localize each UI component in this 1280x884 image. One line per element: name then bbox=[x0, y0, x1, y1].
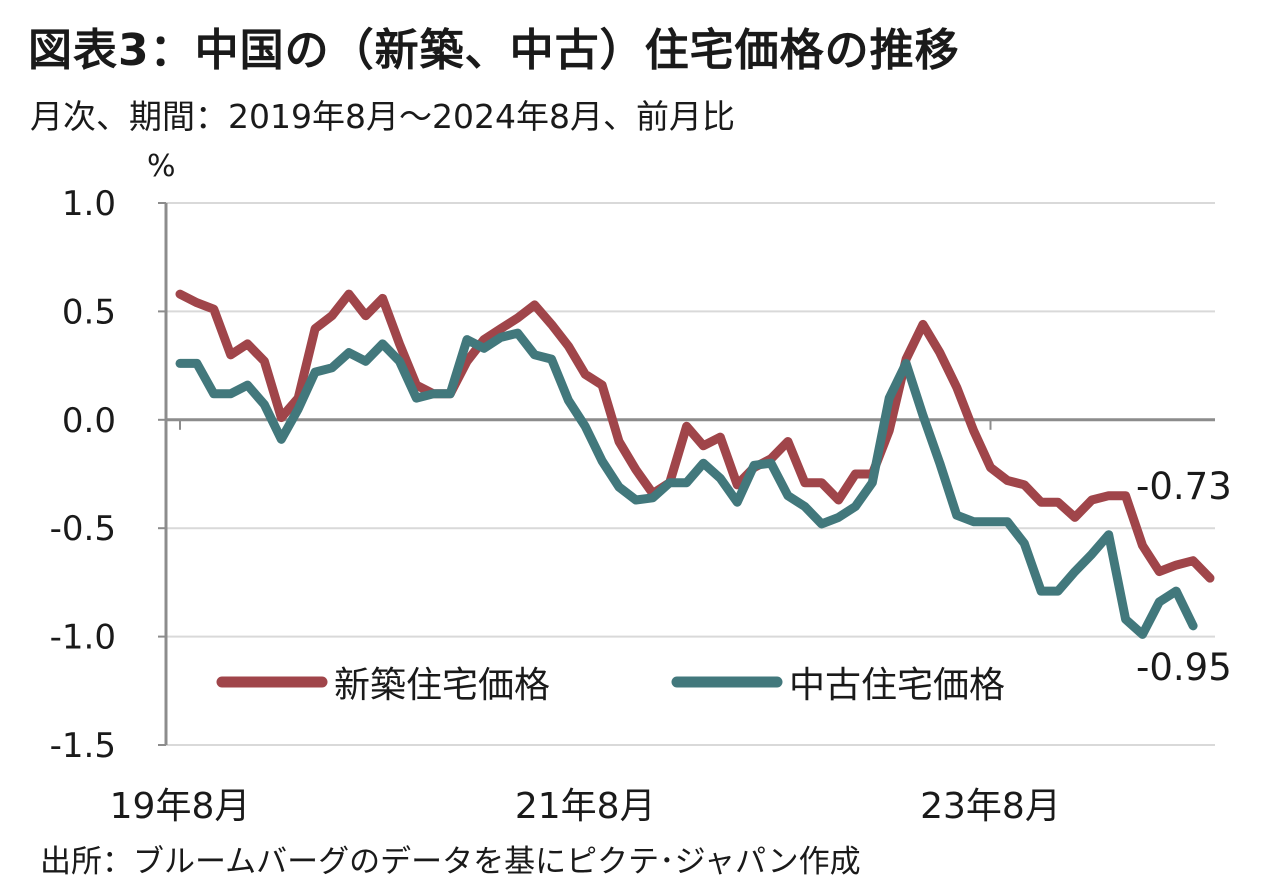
y-tick-labels: 1.0 0.5 0.0 -0.5 -1.0 -1.5 bbox=[50, 184, 116, 766]
last-value-label-new: -0.73 bbox=[1136, 465, 1232, 508]
x-tick-label: 23年8月 bbox=[920, 786, 1061, 827]
source-note: 出所：ブルームバーグのデータを基にピクテ･ジャパン作成 bbox=[40, 844, 861, 880]
y-unit-label: % bbox=[147, 149, 176, 184]
last-value-label-used: -0.95 bbox=[1136, 646, 1232, 689]
gridlines bbox=[166, 202, 1215, 746]
series-lines bbox=[175, 289, 1215, 639]
series-line-used-home-price bbox=[175, 328, 1198, 639]
series-line-new-home-price bbox=[175, 289, 1215, 583]
x-tick-labels: 19年8月 21年8月 23年8月 bbox=[110, 786, 1061, 827]
chart-subtitle: 月次、期間：2019年8月～2024年8月、前月比 bbox=[30, 97, 735, 136]
y-tick-label: 0.0 bbox=[62, 401, 116, 441]
y-tick-label: 1.0 bbox=[62, 184, 116, 224]
x-tick-label: 21年8月 bbox=[515, 786, 656, 827]
legend-label-used: 中古住宅価格 bbox=[789, 665, 1005, 706]
y-tick-label: -1.5 bbox=[50, 726, 116, 766]
y-tick-label: -0.5 bbox=[50, 509, 116, 549]
legend-label-new: 新築住宅価格 bbox=[334, 665, 550, 706]
y-tick-label: -1.0 bbox=[50, 618, 116, 658]
legend: 新築住宅価格 中古住宅価格 bbox=[216, 665, 1005, 706]
y-tick-label: 0.5 bbox=[62, 292, 116, 332]
x-tick-label: 19年8月 bbox=[110, 786, 251, 827]
chart-title: 図表3：中国の（新築、中古）住宅価格の推移 bbox=[28, 25, 960, 76]
